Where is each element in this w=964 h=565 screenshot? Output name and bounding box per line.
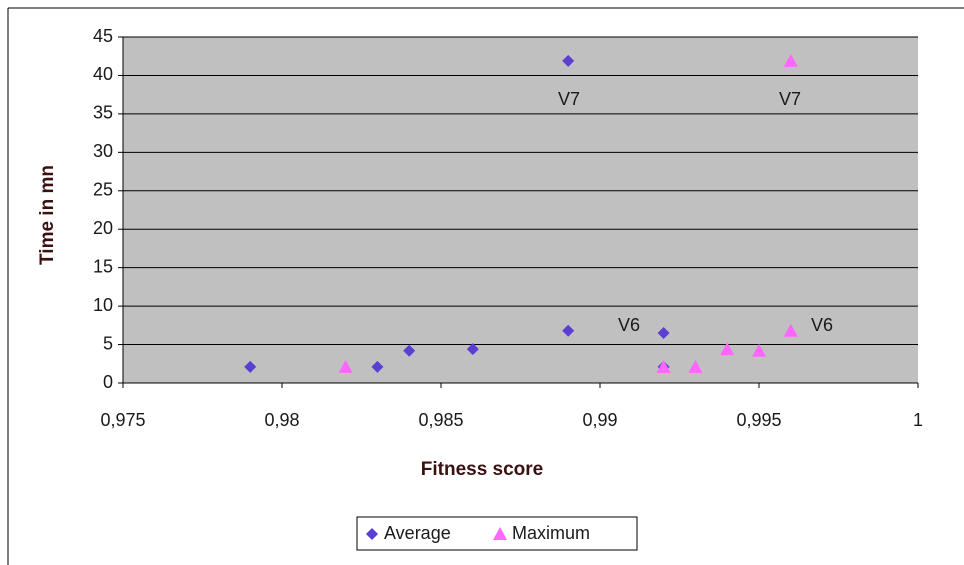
x-tick-label: 0,985 [418, 410, 463, 430]
y-tick-label: 35 [93, 103, 113, 123]
point [783, 323, 798, 337]
y-tick-label: 0 [103, 372, 113, 392]
y-axis-title: Time in mn [37, 165, 58, 265]
annotation: V7 [558, 89, 580, 109]
point [466, 343, 479, 356]
y-tick-label: 10 [93, 295, 113, 315]
annotation: V7 [779, 89, 801, 109]
point [752, 343, 766, 357]
annotation: V6 [618, 315, 640, 335]
legend-label: Average [384, 523, 451, 543]
point [688, 359, 703, 373]
point [403, 344, 416, 357]
y-tick-label: 5 [103, 333, 113, 353]
plot-area [123, 37, 918, 383]
point [366, 528, 378, 540]
point [783, 53, 798, 67]
point [244, 360, 257, 373]
legend-label: Maximum [512, 523, 590, 543]
point [371, 360, 384, 373]
point [562, 324, 575, 337]
y-tick-label: 40 [93, 64, 113, 84]
x-tick-label: 0,99 [582, 410, 617, 430]
point [720, 342, 735, 356]
point [657, 327, 670, 340]
y-tick-label: 15 [93, 256, 113, 276]
x-axis-title: Fitness score [421, 459, 544, 480]
y-tick-label: 20 [93, 218, 113, 238]
x-tick-label: 1 [913, 410, 923, 430]
x-tick-label: 0,995 [736, 410, 781, 430]
point [338, 359, 353, 373]
x-tick-label: 0,975 [100, 410, 145, 430]
y-tick-label: 25 [93, 180, 113, 200]
y-tick-label: 30 [93, 141, 113, 161]
y-tick-label: 45 [93, 26, 113, 46]
point [656, 359, 671, 373]
x-tick-label: 0,98 [264, 410, 299, 430]
point [493, 527, 507, 540]
annotation: V6 [811, 315, 833, 335]
point [562, 54, 575, 67]
